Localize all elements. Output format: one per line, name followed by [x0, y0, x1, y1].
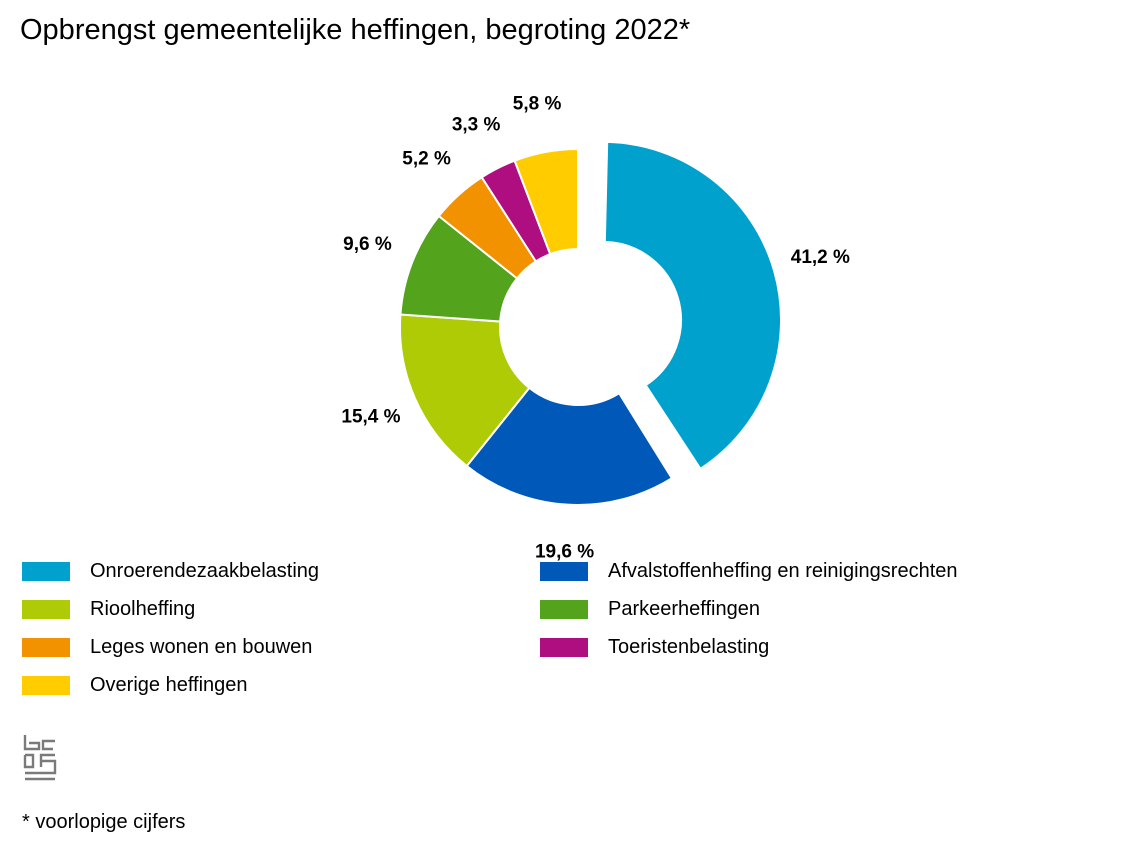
slice-label-parkeerheffingen: 9,6 %: [343, 234, 392, 255]
legend-swatch: [540, 637, 588, 657]
legend-label: Rioolheffing: [90, 597, 196, 620]
legend-swatch: [540, 561, 588, 581]
legend-swatch: [22, 599, 70, 619]
legend-swatch: [540, 599, 588, 619]
slice-label-overige-heffingen: 5,8 %: [513, 94, 562, 115]
chart-legend: Onroerendezaakbelasting Afvalstoffenheffi…: [22, 558, 1132, 708]
legend-item-leges-wonen-en-bouwen: Leges wonen en bouwen: [22, 634, 312, 660]
legend-item-toeristenbelasting: Toeristenbelasting: [540, 634, 769, 660]
slice-label-rioolheffing: 15,4 %: [341, 407, 400, 428]
slice-afvalstoffenheffing-en-reinigingsrechten: [465, 386, 674, 506]
legend-item-afvalstoffenheffing-en-reinigingsrechten: Afvalstoffenheffing en reinigingsrechten: [540, 558, 958, 584]
legend-swatch: [22, 561, 70, 581]
slice-overige-heffingen: [513, 147, 579, 256]
cbs-logo-icon: [23, 735, 57, 781]
slice-label-leges-wonen-en-bouwen: 5,2 %: [402, 148, 451, 169]
legend-label: Parkeerheffingen: [608, 597, 760, 620]
legend-swatch: [22, 637, 70, 657]
legend-item-parkeerheffingen: Parkeerheffingen: [540, 596, 760, 622]
legend-label: Afvalstoffenheffing en reinigingsrechten: [608, 559, 958, 582]
slice-label-toeristenbelasting: 3,3 %: [452, 114, 501, 135]
legend-item-overige-heffingen: Overige heffingen: [22, 672, 248, 698]
legend-label: Leges wonen en bouwen: [90, 635, 313, 658]
legend-item-onroerendezaakbelasting: Onroerendezaakbelasting: [22, 558, 319, 584]
slice-onroerendezaakbelasting: [603, 140, 783, 471]
legend-label: Overige heffingen: [90, 673, 248, 696]
footnote: * voorlopige cijfers: [22, 811, 186, 833]
legend-swatch: [22, 675, 70, 695]
slice-label-onroerendezaakbelasting: 41,2 %: [791, 247, 850, 268]
chart-title: Opbrengst gemeentelijke heffingen, begro…: [20, 14, 691, 46]
legend-item-rioolheffing: Rioolheffing: [22, 596, 195, 622]
legend-label: Onroerendezaakbelasting: [90, 559, 320, 582]
donut-slices: [399, 140, 783, 506]
legend-label: Toeristenbelasting: [608, 635, 770, 658]
slice-label-afvalstoffenheffing-en-reinigingsrechten: 19,6 %: [535, 542, 594, 563]
slice-rioolheffing: [399, 313, 531, 468]
slice-labels: 41,2 % 19,6 % 15,4 % 9,6 % 5,2 %3,3 % 5,8 %: [341, 94, 850, 563]
